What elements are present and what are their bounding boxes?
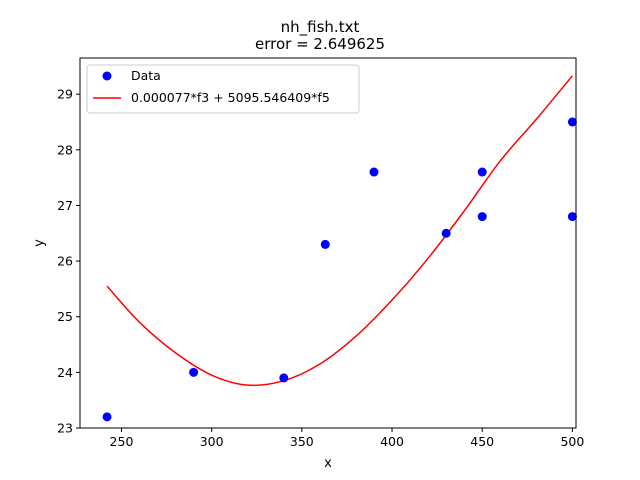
legend: Data 0.000077*f3 + 5095.546409*f5 <box>86 64 360 114</box>
y-tick-label: 28 <box>57 142 73 157</box>
legend-fit-label: 0.000077*f3 + 5095.546409*f5 <box>131 90 330 105</box>
data-point <box>189 367 199 377</box>
x-tick-label: 400 <box>380 434 404 449</box>
axes-ticks: 250 300 350 400 450 500 23 24 25 26 27 28 29 <box>57 87 584 449</box>
y-axis-label: y <box>32 239 47 247</box>
legend-data-marker <box>102 71 112 81</box>
data-point <box>441 228 451 238</box>
y-tick-label: 24 <box>57 365 73 380</box>
y-tick-label: 29 <box>57 87 73 102</box>
fit-curve-line <box>106 75 573 387</box>
y-tick-label: 23 <box>57 421 73 436</box>
x-tick-label: 350 <box>290 434 314 449</box>
data-point <box>320 239 330 249</box>
chart-title: nh_fish.txt <box>281 18 360 37</box>
data-point <box>477 212 487 222</box>
y-tick-label: 27 <box>57 198 73 213</box>
x-tick-label: 250 <box>110 434 134 449</box>
data-point <box>477 167 487 177</box>
data-point <box>369 167 379 177</box>
y-tick-label: 26 <box>57 254 73 269</box>
legend-frame <box>86 64 360 114</box>
data-point <box>567 117 577 127</box>
plot-frame <box>79 57 577 429</box>
x-tick-label: 450 <box>470 434 494 449</box>
y-tick-label: 25 <box>57 309 73 324</box>
data-point <box>279 373 289 383</box>
data-point <box>102 412 112 422</box>
data-point <box>567 212 577 222</box>
x-tick-label: 300 <box>200 434 224 449</box>
chart-subtitle: error = 2.649625 <box>255 35 385 53</box>
x-tick-label: 500 <box>560 434 584 449</box>
legend-data-label: Data <box>131 68 161 83</box>
plot-area <box>102 75 577 422</box>
x-axis-label: x <box>324 456 332 471</box>
